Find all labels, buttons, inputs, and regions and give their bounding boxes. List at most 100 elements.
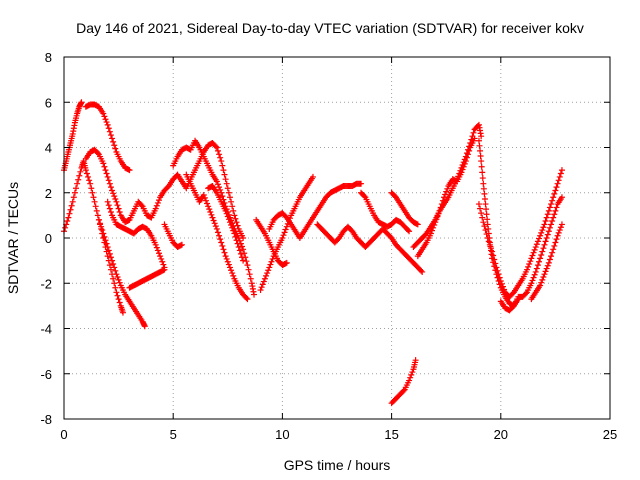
data-point (556, 227, 563, 234)
data-point (95, 216, 102, 223)
data-point (543, 214, 550, 221)
data-point (537, 232, 544, 239)
data-point (93, 207, 100, 214)
data-point (491, 256, 498, 263)
data-point (116, 208, 123, 215)
data-point (483, 231, 490, 238)
data-point (551, 190, 558, 197)
data-point (212, 143, 219, 150)
data-point (283, 259, 290, 266)
data-point (213, 225, 220, 232)
data-point (541, 221, 548, 228)
data-point (283, 223, 290, 230)
data-point (540, 274, 547, 281)
data-point (525, 263, 532, 270)
series-track-24 (497, 194, 565, 314)
data-point (99, 227, 106, 234)
data-point (475, 201, 482, 208)
data-point (71, 189, 78, 196)
data-point (231, 212, 238, 219)
data-point (154, 199, 161, 206)
data-point (554, 180, 561, 187)
y-tick-label: -4 (40, 322, 52, 337)
data-point (431, 221, 438, 228)
data-point (458, 169, 465, 176)
data-point (106, 128, 113, 135)
data-point (105, 247, 112, 254)
data-point (279, 235, 286, 241)
series-track-25 (528, 221, 565, 303)
data-point (222, 207, 229, 214)
data-point (478, 163, 485, 170)
data-point (100, 230, 107, 237)
data-point (94, 212, 101, 219)
data-point (533, 265, 540, 272)
data-point (439, 197, 446, 204)
data-points (61, 99, 565, 407)
data-point (229, 270, 236, 277)
data-point (219, 193, 226, 200)
series-track-16 (314, 221, 426, 275)
data-point (110, 138, 117, 145)
data-point (226, 264, 233, 271)
data-point (111, 193, 118, 200)
data-point (553, 184, 560, 191)
data-point (548, 253, 555, 260)
data-point (261, 275, 268, 282)
y-tick-label: -6 (40, 367, 52, 382)
y-axis-label: SDTVAR / TECUs (5, 182, 21, 294)
data-point (531, 271, 538, 278)
y-tick-label: -2 (40, 276, 52, 291)
data-point (91, 198, 98, 205)
data-point (106, 205, 113, 212)
data-point (114, 274, 121, 281)
data-point (110, 261, 117, 268)
data-point (82, 167, 89, 174)
data-point (480, 185, 487, 192)
series-track-21 (414, 135, 478, 260)
data-point (159, 258, 166, 265)
data-point (549, 197, 556, 204)
data-point (484, 235, 491, 241)
data-point (113, 198, 120, 205)
data-point (245, 266, 252, 273)
series-track-4 (82, 146, 177, 226)
data-point (537, 282, 544, 289)
data-point (212, 223, 219, 230)
data-point (68, 202, 75, 209)
x-axis-label: GPS time / hours (284, 457, 391, 473)
data-point (138, 202, 145, 209)
data-point (107, 254, 114, 261)
data-point (88, 185, 95, 192)
data-point (267, 261, 274, 268)
data-point (222, 176, 229, 183)
data-point (111, 142, 118, 149)
x-tick-label: 10 (275, 427, 289, 442)
data-point (113, 289, 120, 296)
data-point (480, 219, 487, 226)
data-point (494, 267, 501, 274)
data-point (141, 323, 148, 330)
series-track-3 (82, 101, 133, 174)
data-point (244, 296, 251, 303)
data-point (553, 204, 560, 211)
data-point (106, 250, 113, 257)
data-point (557, 224, 564, 231)
series-track-23 (475, 167, 565, 300)
data-point (97, 220, 104, 227)
data-point (226, 194, 233, 201)
data-point (404, 227, 411, 234)
data-point (158, 255, 165, 262)
data-point (309, 173, 316, 180)
data-point (477, 205, 484, 212)
data-point (234, 240, 241, 247)
data-point (157, 253, 164, 260)
data-point (219, 162, 226, 169)
data-point (156, 250, 163, 257)
data-point (105, 125, 112, 132)
data-point (101, 233, 108, 240)
data-point (126, 167, 133, 174)
data-point (115, 276, 122, 283)
data-point (556, 173, 563, 180)
data-point (499, 283, 506, 290)
